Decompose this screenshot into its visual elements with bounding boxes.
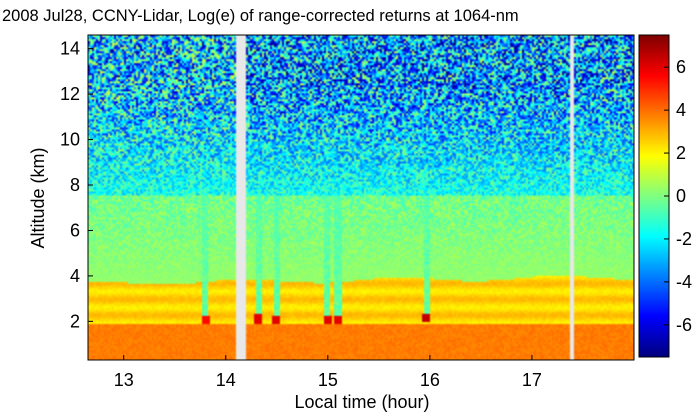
colorbar-tick-label: 0 [676, 186, 686, 206]
x-tick-label: 17 [522, 370, 542, 390]
x-axis-label: Local time (hour) [294, 392, 429, 412]
y-tick-label: 8 [70, 175, 80, 195]
y-axis: 2 4 6 8 10 12 14 [60, 39, 93, 331]
y-tick-label: 12 [60, 84, 80, 104]
y-tick-label: 4 [70, 266, 80, 286]
colorbar-tick-label: 2 [676, 143, 686, 163]
x-tick-label: 15 [318, 370, 338, 390]
x-tick-label: 13 [114, 370, 134, 390]
colorbar-tick-label: -6 [676, 315, 692, 335]
y-tick-label: 14 [60, 39, 80, 59]
x-tick-label: 14 [216, 370, 236, 390]
colorbar-tick-label: 6 [676, 57, 686, 77]
y-tick-label: 10 [60, 130, 80, 150]
x-tick-label: 16 [420, 370, 440, 390]
y-axis-label: Altitude (km) [28, 147, 48, 248]
chart-title: 2008 Jul28, CCNY-Lidar, Log(e) of range-… [2, 7, 519, 25]
y-tick-label: 6 [70, 220, 80, 240]
colorbar-tick-label: -2 [676, 229, 692, 249]
colorbar-tick-label: -4 [676, 272, 692, 292]
plot-frame [87, 34, 635, 361]
heatmap-image [88, 35, 634, 360]
colorbar-axis: 6 4 2 0 -2 -4 -6 [664, 57, 692, 335]
colorbar-tick-label: 4 [676, 100, 686, 120]
x-axis: 13 14 15 16 17 [114, 355, 542, 390]
y-tick-label: 2 [70, 311, 80, 331]
